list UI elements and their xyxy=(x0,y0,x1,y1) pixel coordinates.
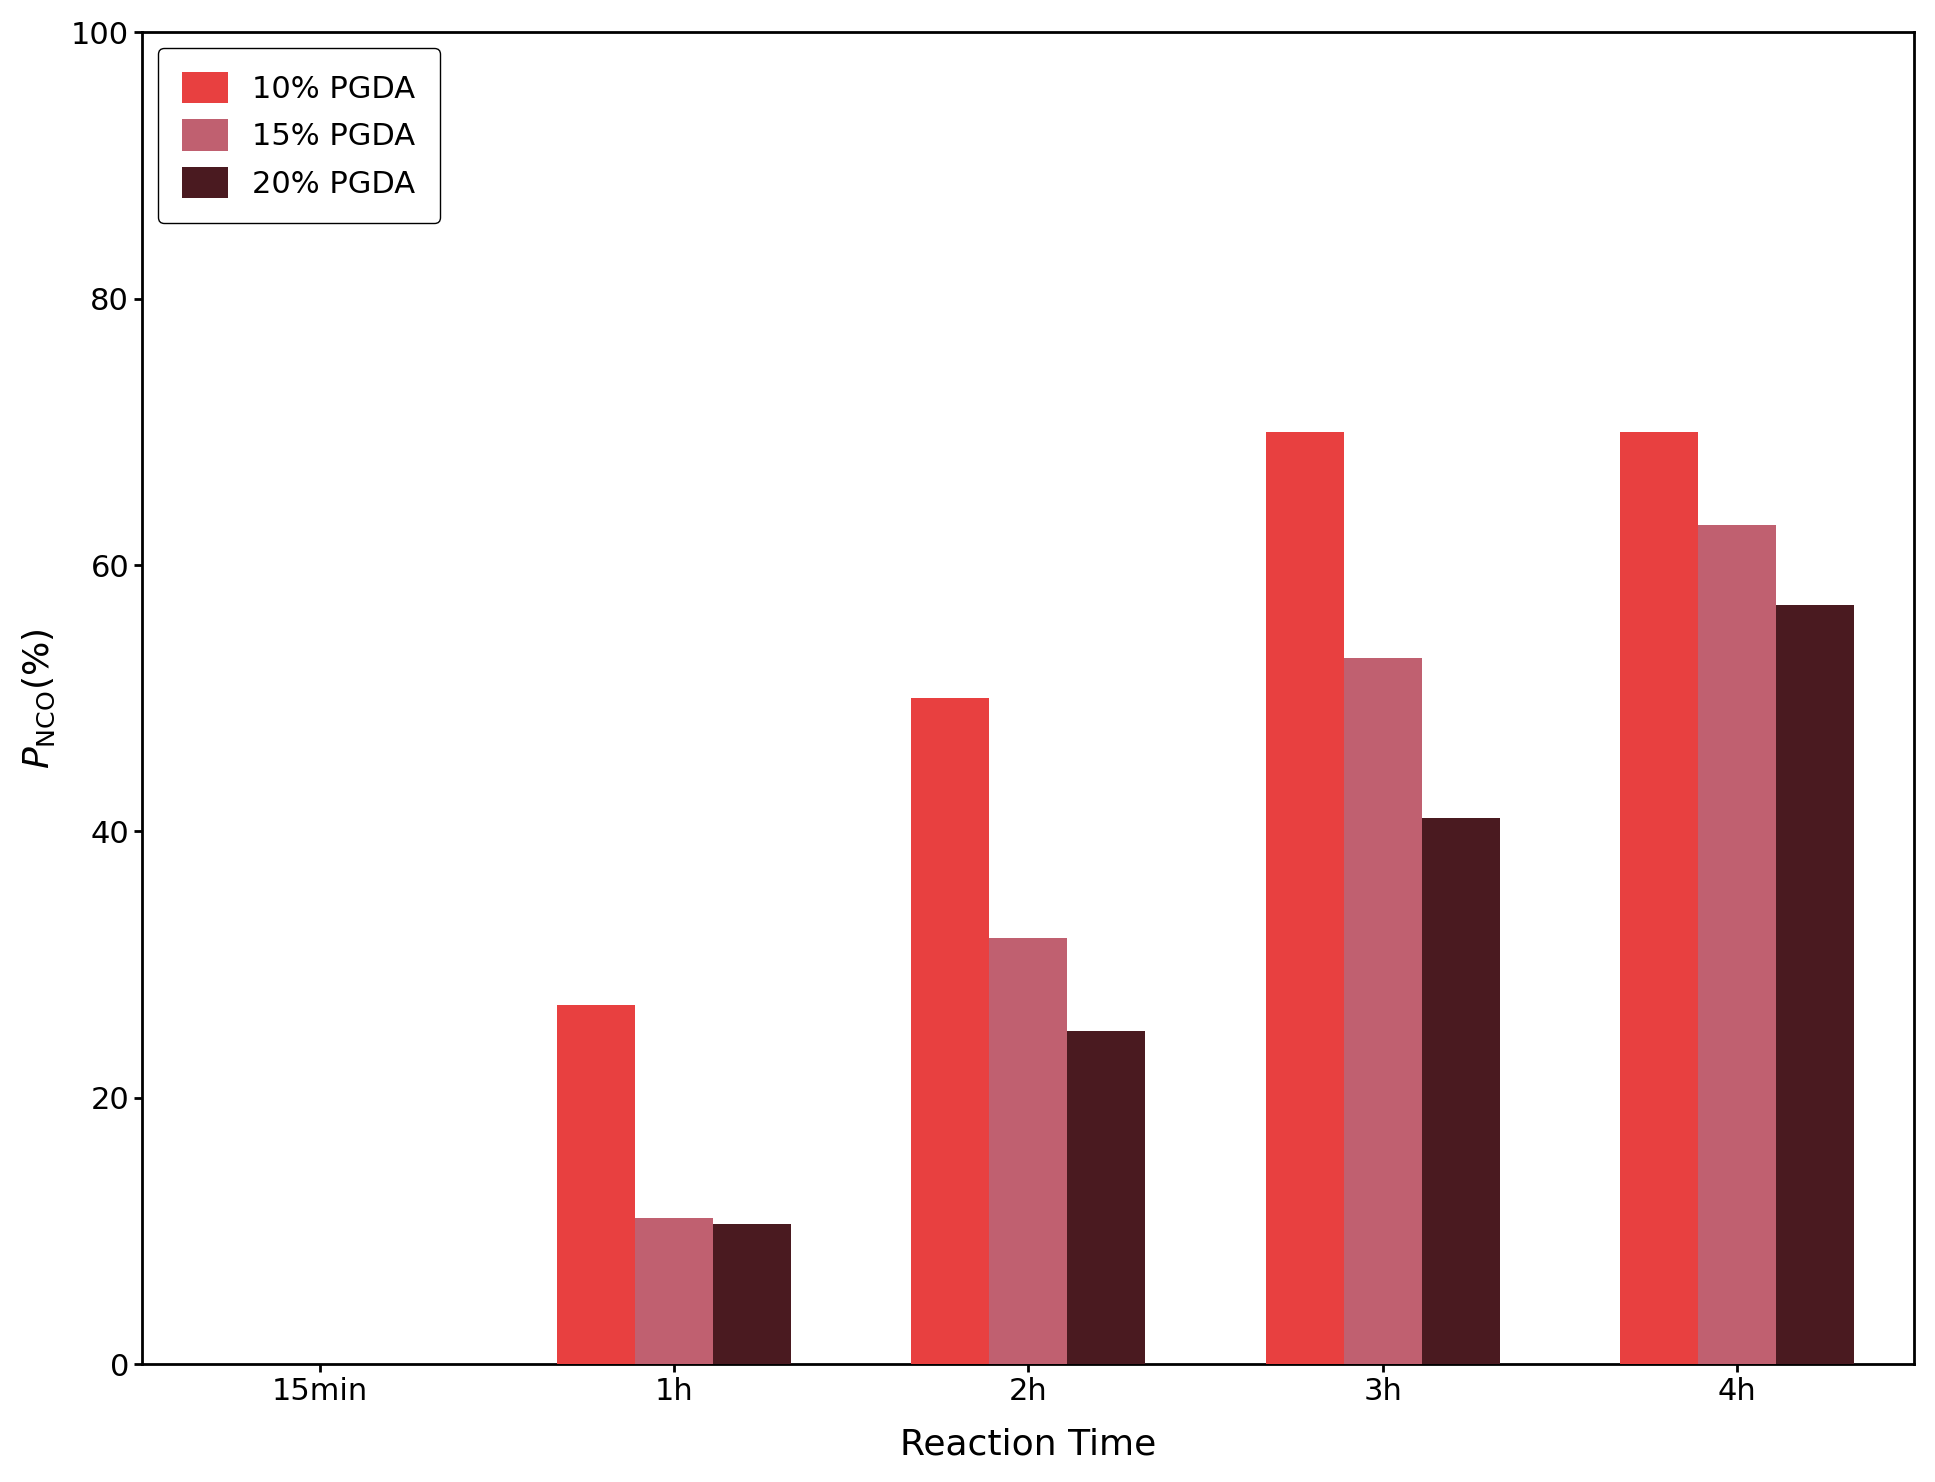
Bar xyxy=(1422,818,1500,1363)
Legend: 10% PGDA, 15% PGDA, 20% PGDA: 10% PGDA, 15% PGDA, 20% PGDA xyxy=(157,47,439,222)
Y-axis label: $P_{\mathrm{NCO}}$(%): $P_{\mathrm{NCO}}$(%) xyxy=(21,628,58,769)
X-axis label: Reaction Time: Reaction Time xyxy=(900,1427,1157,1461)
Bar xyxy=(989,938,1068,1363)
Bar xyxy=(1620,431,1699,1363)
Bar xyxy=(712,1224,791,1363)
Bar xyxy=(635,1218,712,1363)
Bar xyxy=(1265,431,1343,1363)
Bar xyxy=(911,698,989,1363)
Bar xyxy=(1699,525,1776,1363)
Bar xyxy=(1068,1031,1146,1363)
Bar xyxy=(557,1005,635,1363)
Bar xyxy=(1776,605,1854,1363)
Bar xyxy=(1343,658,1422,1363)
